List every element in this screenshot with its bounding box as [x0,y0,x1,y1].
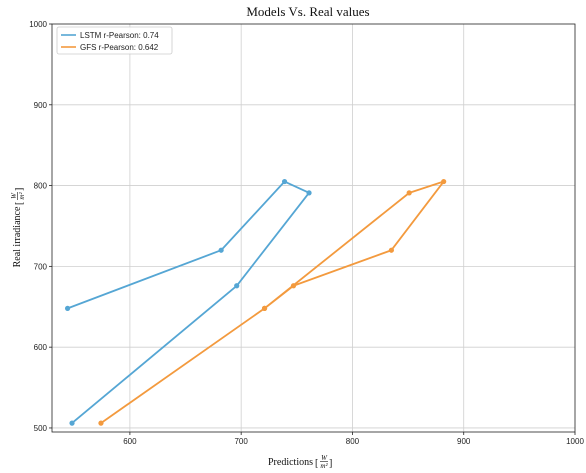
x-unit-bracket-left: [ [315,458,318,469]
y-axis-label: Real irradiance [12,206,23,267]
x-tick-label: 700 [234,437,248,446]
x-tick-label: 900 [457,437,471,446]
y-tick-label: 900 [34,101,48,110]
x-tick-label: 1000 [566,437,584,446]
data-point-gfs [261,305,268,311]
y-axis-title: Real irradiance [ W m² ] [10,188,26,268]
data-point-gfs [441,178,447,185]
y-unit-denominator: m² [18,192,26,200]
x-tick-label: 600 [123,437,137,446]
data-point-lstm [306,190,312,196]
y-unit-bracket-right: ] [14,188,25,191]
grid [52,24,575,432]
y-tick-label: 600 [34,343,48,352]
y-tick-label: 700 [34,262,48,271]
data-point-lstm [69,420,75,426]
x-unit-bracket-right: ] [329,458,332,469]
x-unit-denominator: m² [320,462,328,470]
legend-label-gfs: GFS r-Pearson: 0.642 [80,43,159,52]
ticks: 600 700 800 900 1000 500 600 700 800 900 1000 [29,20,584,446]
plot-area-frame [51,23,576,433]
data-point-lstm [218,247,224,253]
x-axis-unit: [ W m² ] [315,454,332,470]
series-line-lstm [67,180,310,424]
y-unit-numerator: W [10,192,18,199]
data-point-gfs [388,247,394,253]
series-lstm [64,178,312,426]
data-point-gfs [290,283,297,289]
series-line-gfs [100,180,445,424]
data-point-gfs [406,190,412,196]
data-point-lstm [234,283,240,289]
legend: LSTM r-Pearson: 0.74 GFS r-Pearson: 0.64… [56,26,173,55]
x-unit-numerator: W [321,454,328,462]
x-tick-label: 800 [346,437,360,446]
data-point-gfs [98,420,104,426]
data-point-lstm [281,178,288,185]
legend-label-lstm: LSTM r-Pearson: 0.74 [80,31,159,40]
y-tick-label: 1000 [29,20,47,29]
y-tick-label: 800 [34,182,48,191]
series-gfs [98,178,447,426]
legend-box [56,26,173,55]
x-axis-label: Predictions [268,457,313,468]
y-unit-bracket-left: [ [14,202,25,205]
chart-title: Models Vs. Real values [246,4,369,19]
y-tick-label: 500 [34,424,48,433]
data-point-lstm [64,305,71,311]
series-layer [64,178,447,426]
